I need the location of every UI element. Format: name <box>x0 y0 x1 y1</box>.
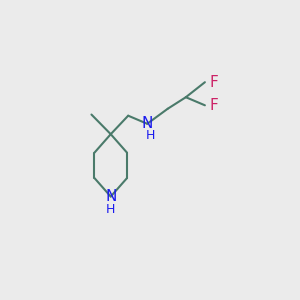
Text: N: N <box>105 189 116 204</box>
Text: N: N <box>142 116 153 131</box>
Text: F: F <box>209 75 218 90</box>
Text: F: F <box>209 98 218 113</box>
Text: H: H <box>106 203 116 216</box>
Text: H: H <box>145 129 155 142</box>
